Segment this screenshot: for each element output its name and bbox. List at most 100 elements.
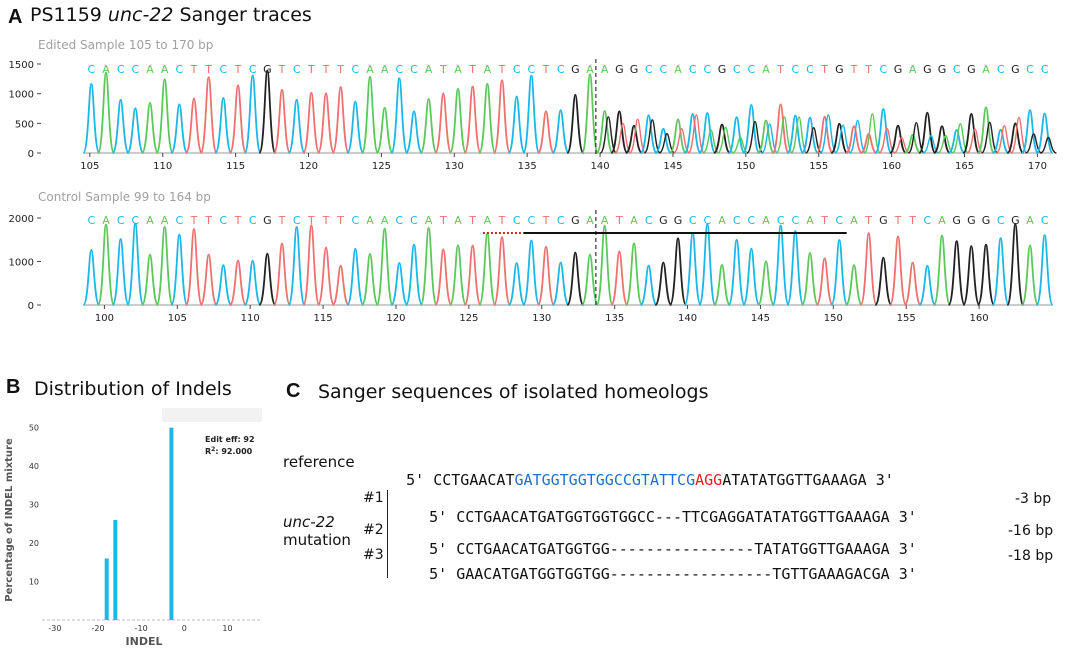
trace-peak bbox=[141, 101, 159, 154]
trace-peak bbox=[639, 264, 658, 306]
base-call-letter: G bbox=[1011, 214, 1020, 227]
trace-peak bbox=[992, 128, 1010, 154]
base-call-letter: C bbox=[395, 214, 403, 227]
trace-peak bbox=[317, 246, 335, 306]
trace-peak bbox=[155, 225, 174, 306]
x-tick-label: 150 bbox=[736, 161, 755, 172]
base-call-letter: C bbox=[527, 214, 535, 227]
trace-peak bbox=[405, 243, 423, 306]
base-call-letter: C bbox=[117, 214, 125, 227]
x-tick-label: 155 bbox=[897, 313, 916, 324]
base-call-letter: C bbox=[219, 63, 227, 76]
x-tick-label: 115 bbox=[314, 313, 333, 324]
base-call-letter: C bbox=[410, 214, 418, 227]
control-trace-caption: Control Sample 99 to 164 bp bbox=[38, 190, 211, 204]
base-call-letter: G bbox=[923, 63, 932, 76]
base-call-letter: C bbox=[513, 63, 521, 76]
base-call-letter: T bbox=[850, 63, 858, 76]
base-call-letter: A bbox=[1026, 214, 1034, 227]
x-tick-label: 125 bbox=[372, 161, 391, 172]
trace-peak bbox=[82, 83, 101, 154]
base-call-letter: C bbox=[747, 63, 755, 76]
base-call-letter: G bbox=[952, 214, 961, 227]
trace-peak bbox=[1006, 122, 1024, 154]
trace-peak bbox=[375, 227, 394, 306]
base-call-letter: C bbox=[527, 63, 535, 76]
base-call-letter: A bbox=[938, 214, 946, 227]
trace-peak bbox=[566, 93, 585, 154]
y-tick-label: 2000 bbox=[9, 214, 34, 225]
base-call-letter: C bbox=[249, 63, 257, 76]
trace-peaks bbox=[82, 222, 1054, 306]
base-call-letter: A bbox=[425, 63, 433, 76]
trace-peak bbox=[933, 234, 951, 306]
trace-noise-peak bbox=[775, 116, 794, 154]
base-call-letter: G bbox=[571, 63, 580, 76]
trace-peak bbox=[199, 76, 218, 154]
trace-peak bbox=[97, 223, 115, 306]
base-call-letter: T bbox=[204, 214, 212, 227]
trace-peak bbox=[346, 247, 365, 306]
reference-five-prime: 5' bbox=[406, 471, 425, 489]
mutation-3-five-prime: 5' bbox=[429, 565, 448, 583]
x-tick-label: -30 bbox=[48, 624, 61, 633]
trace-peak bbox=[229, 84, 247, 154]
trace-peak bbox=[551, 261, 570, 306]
base-call-letter: T bbox=[190, 214, 198, 227]
panel-b-title: Distribution of Indels bbox=[34, 378, 232, 400]
x-tick-label: 145 bbox=[663, 161, 682, 172]
trace-peak bbox=[449, 244, 467, 306]
trace-peak bbox=[375, 106, 394, 154]
base-call-letter: T bbox=[820, 63, 828, 76]
trace-peak bbox=[771, 103, 790, 154]
base-call-letter: C bbox=[997, 214, 1005, 227]
base-call-letter: A bbox=[762, 214, 770, 227]
mutation-1-five-prime: 5' bbox=[429, 508, 448, 526]
x-tick-label: 160 bbox=[970, 313, 989, 324]
base-call-letter: T bbox=[336, 214, 344, 227]
trace-noise-peak bbox=[951, 122, 969, 154]
trace-peak bbox=[654, 261, 673, 306]
trace-peak bbox=[331, 264, 350, 306]
trace-noise-peak bbox=[643, 119, 662, 154]
panel-b-letter: B bbox=[6, 376, 21, 398]
trace-peak bbox=[243, 74, 262, 154]
trace-peak bbox=[889, 235, 907, 306]
r-squared-label: R2: 92.000 bbox=[205, 446, 253, 456]
base-call-letter: A bbox=[762, 63, 770, 76]
base-call-letter: C bbox=[117, 63, 125, 76]
mutation-2-five-prime: 5' bbox=[429, 540, 448, 558]
base-call-letter: T bbox=[864, 63, 872, 76]
base-call-letter: A bbox=[586, 214, 594, 227]
y-tick-label: 500 bbox=[15, 119, 34, 130]
base-call-letter: C bbox=[791, 63, 799, 76]
mutation-1-row: 5' CCTGAACATGATGGTGGTGGCC---TTCGAGGATATA… bbox=[393, 490, 917, 544]
trace-peak bbox=[97, 71, 115, 154]
x-tick-label: 135 bbox=[518, 161, 537, 172]
x-tick-label: 130 bbox=[445, 161, 464, 172]
trace-noise-peak bbox=[995, 124, 1013, 154]
panel-a-title: PS1159 unc-22 Sanger traces bbox=[30, 4, 312, 26]
base-call-letter: T bbox=[307, 214, 315, 227]
base-call-letter: C bbox=[131, 214, 139, 227]
trace-peak bbox=[889, 124, 907, 154]
base-call-letter: A bbox=[909, 63, 917, 76]
base-call-letter: C bbox=[1041, 63, 1049, 76]
edit-efficiency-label: Edit eff: 92 bbox=[205, 435, 255, 444]
base-call-letter: C bbox=[351, 63, 359, 76]
base-call-letter: T bbox=[498, 63, 506, 76]
trace-noise-peak bbox=[761, 123, 779, 154]
base-call-letter: C bbox=[1026, 63, 1034, 76]
base-call-letter: G bbox=[894, 63, 903, 76]
base-call-letter: A bbox=[366, 63, 374, 76]
y-tick-label: 1500 bbox=[9, 60, 34, 71]
base-call-letter: G bbox=[263, 63, 272, 76]
trace-peak bbox=[170, 233, 189, 306]
trace-peak bbox=[317, 92, 335, 154]
reference-label: reference bbox=[283, 453, 355, 471]
trace-peak bbox=[977, 106, 995, 154]
trace-noise-peak bbox=[1040, 136, 1057, 154]
trace-peak bbox=[595, 225, 614, 306]
trace-peak bbox=[1006, 223, 1025, 306]
trace-peak bbox=[683, 231, 702, 306]
